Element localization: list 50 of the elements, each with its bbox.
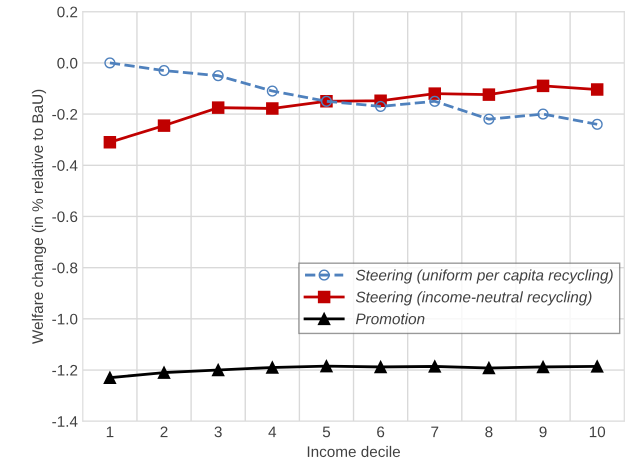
point bbox=[212, 70, 224, 82]
point bbox=[590, 83, 604, 96]
point bbox=[590, 360, 604, 373]
point bbox=[482, 88, 496, 101]
y-tick-label: -1.2 bbox=[52, 364, 78, 376]
point bbox=[104, 371, 116, 384]
x-tick-label: 2 bbox=[160, 426, 168, 438]
x-tick-label: 10 bbox=[590, 426, 606, 438]
y-tick-label: -1.4 bbox=[52, 416, 78, 427]
point bbox=[320, 360, 333, 372]
y-tick-label: 0.2 bbox=[57, 6, 78, 18]
y-tick-label: -1.0 bbox=[52, 314, 78, 325]
point bbox=[158, 366, 170, 379]
point bbox=[537, 108, 549, 120]
point bbox=[158, 119, 170, 132]
point bbox=[536, 80, 550, 92]
x-tick-label: 8 bbox=[485, 426, 492, 438]
point bbox=[212, 364, 224, 376]
point bbox=[592, 118, 603, 130]
x-tick-label: 6 bbox=[377, 426, 384, 438]
point bbox=[266, 361, 279, 374]
point bbox=[375, 100, 386, 112]
x-tick-label: 1 bbox=[106, 426, 114, 438]
y-tick-label: -0.8 bbox=[52, 262, 78, 274]
x-tick-label: 7 bbox=[431, 426, 438, 438]
point bbox=[428, 360, 442, 373]
point bbox=[374, 360, 387, 374]
x-tick-label: 3 bbox=[214, 426, 222, 438]
point bbox=[266, 85, 278, 97]
y-axis-title: Welfare change (in % relative to BaU) bbox=[32, 90, 46, 344]
point bbox=[212, 101, 224, 114]
point bbox=[483, 114, 494, 125]
x-tick-label: 9 bbox=[540, 426, 547, 438]
x-tick-label: 4 bbox=[268, 426, 276, 438]
x-axis-title: Income decile bbox=[308, 446, 400, 458]
y-tick-label: -0.6 bbox=[52, 211, 78, 222]
point bbox=[536, 360, 550, 374]
point bbox=[104, 57, 116, 68]
point bbox=[482, 362, 496, 374]
point bbox=[158, 65, 170, 76]
y-tick-label: 0.0 bbox=[57, 58, 78, 69]
y-tick-label: -0.4 bbox=[52, 160, 78, 171]
legend-label: Steering (income-neutral recycling) bbox=[356, 291, 592, 306]
legend-label: Steering (uniform per capita recycling) bbox=[356, 269, 613, 284]
x-tick-label: 5 bbox=[322, 426, 330, 438]
point bbox=[104, 136, 116, 148]
y-tick-label: -0.2 bbox=[52, 108, 78, 120]
legend-label: Promotion bbox=[356, 313, 424, 324]
point bbox=[266, 102, 279, 115]
point bbox=[429, 96, 440, 107]
